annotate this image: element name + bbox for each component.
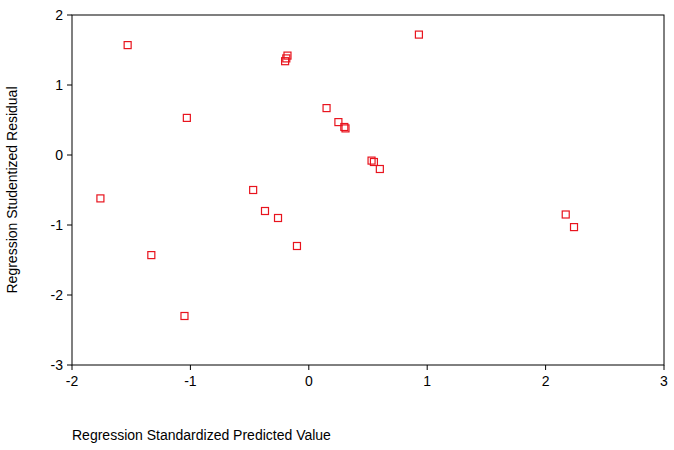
x-tick-label: 0 bbox=[305, 373, 313, 389]
points bbox=[97, 31, 578, 319]
y-tick bbox=[67, 225, 72, 226]
point bbox=[370, 159, 377, 166]
point bbox=[183, 114, 190, 121]
x-tick bbox=[72, 365, 73, 370]
plot-frame bbox=[72, 15, 664, 365]
point bbox=[415, 31, 422, 38]
point bbox=[323, 105, 330, 112]
y-tick bbox=[67, 365, 72, 366]
y-tick bbox=[67, 295, 72, 296]
point bbox=[275, 215, 282, 222]
y-tick-label: 2 bbox=[55, 7, 63, 23]
y-tick-label: -3 bbox=[51, 357, 64, 373]
x-tick-label: -1 bbox=[184, 373, 197, 389]
point bbox=[261, 208, 268, 215]
x-tick bbox=[427, 365, 428, 370]
y-tick bbox=[67, 15, 72, 16]
point bbox=[293, 243, 300, 250]
y-tick bbox=[67, 85, 72, 86]
y-tick-label: -2 bbox=[51, 287, 64, 303]
point bbox=[562, 211, 569, 218]
x-axis-title: Regression Standardized Predicted Value bbox=[72, 427, 331, 443]
x-tick bbox=[308, 365, 309, 370]
chart: -2-10123-3-2-1012Regression Standardized… bbox=[0, 0, 674, 450]
point bbox=[284, 52, 291, 59]
point bbox=[148, 252, 155, 259]
point bbox=[181, 313, 188, 320]
y-tick-label: 1 bbox=[55, 77, 63, 93]
point bbox=[124, 42, 131, 49]
x-tick bbox=[545, 365, 546, 370]
point bbox=[250, 187, 257, 194]
x-tick-label: 2 bbox=[542, 373, 550, 389]
x-tick-label: 1 bbox=[423, 373, 431, 389]
x-tick-label: -2 bbox=[66, 373, 79, 389]
y-axis-title: Regression Studentized Residual bbox=[4, 86, 20, 293]
point bbox=[571, 224, 578, 231]
y-tick bbox=[67, 155, 72, 156]
y-tick-label: -1 bbox=[51, 217, 64, 233]
x-tick bbox=[190, 365, 191, 370]
x-tick bbox=[664, 365, 665, 370]
y-tick-label: 0 bbox=[55, 147, 63, 163]
point bbox=[342, 125, 349, 132]
point bbox=[97, 195, 104, 202]
x-tick-label: 3 bbox=[660, 373, 668, 389]
point bbox=[376, 166, 383, 173]
